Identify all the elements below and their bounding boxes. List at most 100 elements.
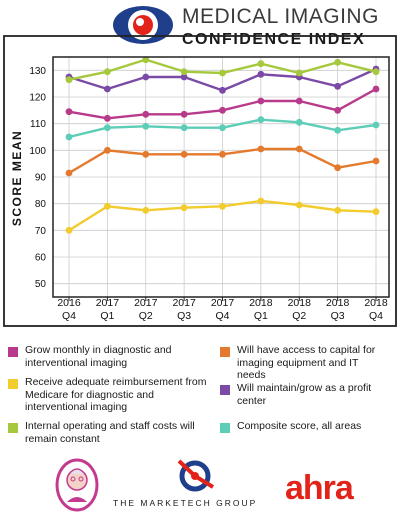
data-point [219,124,226,132]
data-point [257,197,265,205]
x-tick-year: 2016 [57,297,81,309]
legend-label: Internal operating and staff costs will … [25,420,195,445]
data-point [372,68,380,76]
data-point [219,86,226,94]
x-tick-quarter: Q2 [292,310,306,322]
y-tick-label: 60 [35,253,47,264]
data-point [372,208,380,216]
legend-item: Will maintain/grow as a profit center [220,382,385,407]
data-point [372,157,380,165]
x-tick-quarter: Q3 [331,310,345,322]
data-point [295,97,303,105]
data-point [180,124,188,132]
data-point [372,121,380,129]
legend-label: Composite score, all areas [237,420,362,432]
data-point [103,85,111,93]
legend-swatch [220,423,230,433]
legend-swatch [8,379,18,389]
data-point [257,70,265,78]
data-point [219,150,226,158]
x-tick-quarter: Q4 [62,310,76,322]
data-point [257,145,265,153]
x-tick-quarter: Q4 [215,310,229,322]
footer: THE MARKETECH GROUP ahra [0,455,400,516]
legend-item: Will have access to capital for imaging … [220,344,385,382]
data-point [219,69,226,77]
legend-swatch [220,385,230,395]
data-point [142,73,150,81]
plot-frame [52,56,390,298]
data-point [65,169,73,177]
data-point [257,60,265,68]
y-tick-label: 110 [30,119,46,130]
legend-label: Receive adequate reimbursement from Medi… [25,376,207,413]
data-point [219,202,226,210]
data-point [142,56,150,64]
series-1 [65,145,380,177]
data-point [65,76,73,84]
series-2 [65,197,380,234]
legend-swatch [8,347,18,357]
x-tick-quarter: Q2 [139,310,153,322]
title-line1: MEDICAL IMAGING [182,5,379,28]
x-tick-quarter: Q1 [100,310,114,322]
y-tick-label: 70 [35,226,47,237]
data-point [180,204,188,212]
data-point [334,126,342,134]
x-tick-year: 2017 [134,297,158,309]
x-tick-quarter: Q1 [254,310,268,322]
data-point [142,150,150,158]
data-point [334,58,342,66]
data-point [180,110,188,118]
x-tick-year: 2018 [249,297,273,309]
legend-label: Will have access to capital for imaging … [237,344,376,381]
marketech-logo-icon [177,459,215,492]
series-4 [65,56,380,84]
data-point [103,124,111,132]
data-point [142,122,150,130]
x-tick-year: 2018 [326,297,350,309]
data-point [334,164,342,172]
data-point [142,110,150,118]
y-tick-label: 90 [35,173,47,184]
legend-item: Grow monthly in diagnostic and intervent… [8,344,198,369]
data-point [65,108,73,116]
legend-item: Receive adequate reimbursement from Medi… [8,376,208,414]
data-point [295,145,303,153]
legend-item: Composite score, all areas [220,420,390,433]
mascot-logo-icon [55,458,99,512]
data-point [257,97,265,105]
legend-swatch [8,423,18,433]
line-chart: 50607080901001101201302016Q42017Q12017Q2… [3,35,397,327]
series-layer [65,56,380,234]
x-tick-year: 2018 [364,297,388,309]
data-point [295,118,303,126]
series-5 [65,116,380,141]
ahra-logo-text: ahra [285,469,354,507]
data-point [334,106,342,114]
legend-swatch [220,347,230,357]
data-point [295,201,303,209]
x-tick-year: 2017 [211,297,235,309]
legend: Grow monthly in diagnostic and intervent… [8,340,392,450]
x-tick-quarter: Q4 [369,310,383,322]
medical-imaging-logo-icon [113,6,173,44]
data-point [372,85,380,93]
data-point [103,146,111,154]
data-point [103,114,111,122]
y-tick-label: 130 [29,66,46,77]
data-point [103,202,111,210]
marketech-company-name: THE MARKETECH GROUP [113,498,258,508]
data-point [295,69,303,77]
legend-item: Internal operating and staff costs will … [8,420,208,445]
y-axis-label: SCORE MEAN [10,130,24,226]
x-tick-quarter: Q3 [177,310,191,322]
data-point [219,106,226,114]
data-point [180,68,188,76]
x-tick-year: 2018 [288,297,312,309]
y-tick-label: 120 [29,93,46,104]
data-point [180,150,188,158]
data-point [257,116,265,124]
x-tick-year: 2017 [172,297,196,309]
legend-label: Grow monthly in diagnostic and intervent… [25,344,172,369]
